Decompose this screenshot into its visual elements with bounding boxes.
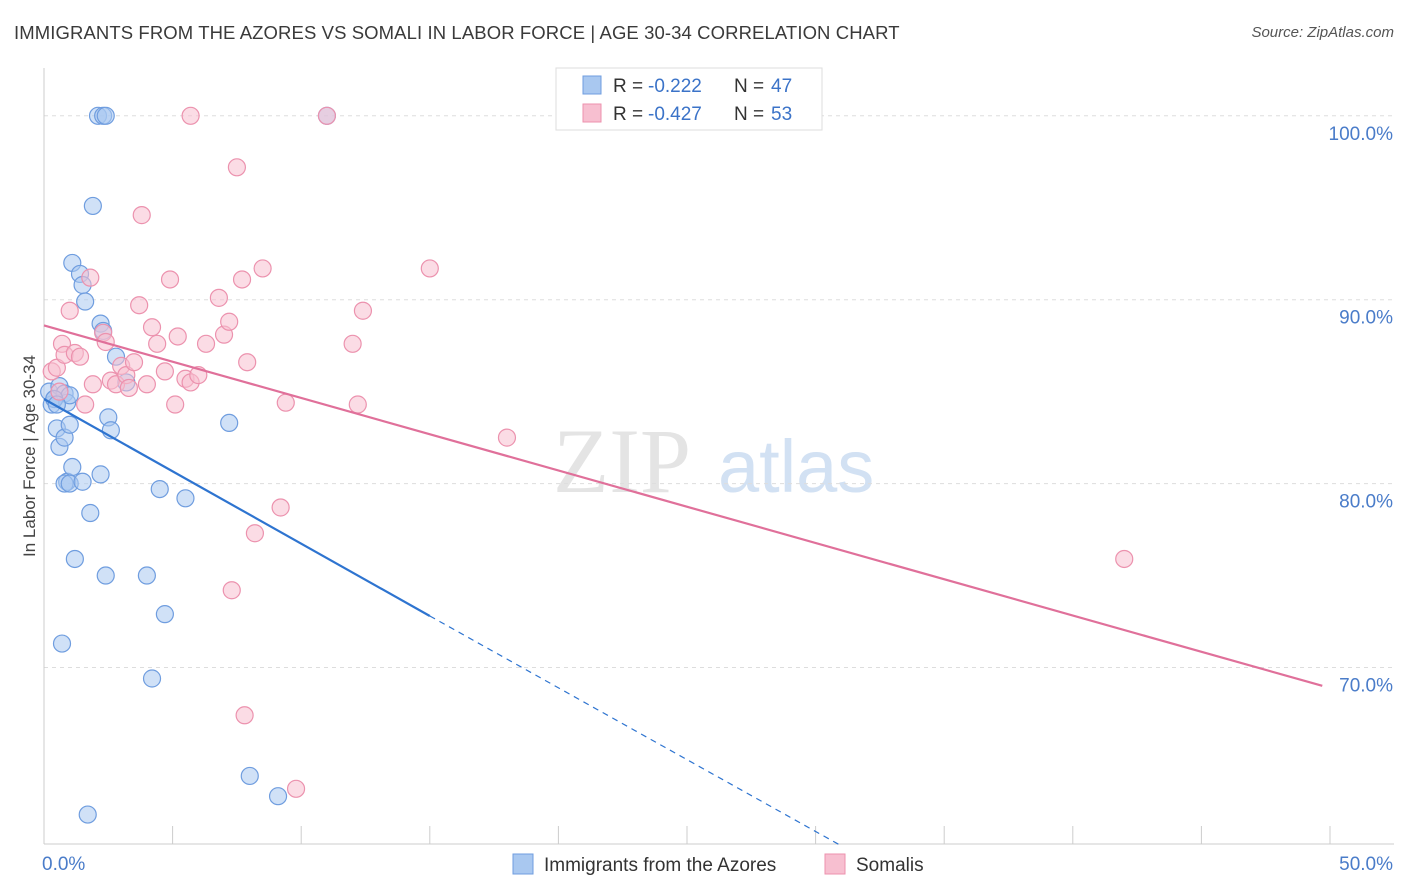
azores-point [96,566,115,585]
somalis-point [70,347,90,366]
source-label: Source: ZipAtlas.com [1251,24,1394,41]
legend-azores-r-value: -0.222 [648,76,702,97]
somalis-point [181,106,200,125]
somalis-point [132,206,151,225]
somalis-point [271,498,290,517]
azores-point [78,805,97,824]
y-tick-label: 80.0% [1339,492,1393,513]
watermark-atlas: atlas [718,425,874,508]
somalis-point [60,301,79,320]
azores-point [240,766,259,786]
somalis-point [137,375,156,394]
somalis-point [166,395,185,414]
somalis-point [353,301,373,320]
somalis-point [238,353,257,372]
series-azores-points [40,106,337,824]
bottom-legend: Immigrants from the Azores Somalis [512,853,924,876]
somalis-point [348,395,367,414]
somalis-point [76,395,95,414]
somalis-point [286,779,306,798]
x-tick-label-min: 0.0% [42,854,85,875]
azores-point [137,566,156,585]
azores-point [142,669,162,688]
somalis-point [119,378,138,398]
somalis-point [209,288,228,307]
series-somalis-points [42,106,1134,798]
azores-point [150,479,169,499]
somalis-point [160,270,180,289]
x-tick-label-max: 50.0% [1339,854,1393,875]
somalis-point [276,393,295,412]
somalis-point [142,318,162,337]
azores-point [91,465,110,484]
azores-trend-line [43,398,431,617]
legend-somalis-r-label: R = [613,104,643,125]
x-axis-ticks [172,826,1331,844]
y-axis-label: In Labor Force | Age 30-34 [20,355,39,557]
somalis-point [168,327,187,346]
somalis-point [253,259,272,278]
legend-somalis-r-value: -0.427 [648,104,702,125]
bottom-legend-somalis: Somalis [856,855,924,876]
azores-point [176,489,195,508]
legend-azores-n-value: 47 [771,76,792,97]
azores-point [268,787,288,806]
y-tick-label: 70.0% [1339,675,1393,696]
azores-point [73,472,92,491]
azores-point [155,605,174,624]
bottom-legend-swatch-somalis [824,853,846,875]
azores-point [81,503,100,523]
somalis-point [232,270,252,289]
somalis-point [148,334,167,353]
azores-point [65,549,84,569]
somalis-point [50,382,69,401]
somalis-point [196,334,216,353]
bottom-legend-swatch-azores [512,853,534,875]
legend-swatch-somalis [582,103,602,123]
somalis-point [227,158,246,177]
chart-title: IMMIGRANTS FROM THE AZORES VS SOMALI IN … [14,22,900,43]
azores-point [83,196,102,216]
legend-swatch-azores [582,75,602,95]
somalis-trend-line [43,324,1323,687]
somalis-point [81,268,100,287]
somalis-point [343,334,362,353]
somalis-point [124,353,144,372]
somalis-point [1115,549,1134,569]
somalis-point [222,581,241,600]
bottom-legend-azores: Immigrants from the Azores [544,855,776,876]
trend-lines [43,324,1323,847]
somalis-point [245,524,265,543]
somalis-point [420,259,439,278]
somalis-point [220,312,239,331]
y-tick-label: 90.0% [1339,308,1393,329]
azores-point [76,292,95,311]
watermark-zip: ZIP [553,410,691,512]
somalis-point [235,706,254,725]
azores-point [60,415,79,434]
somalis-point [130,296,149,315]
somalis-point [83,375,102,394]
azores-point [63,457,82,477]
grid-lines [44,115,1394,668]
azores-point [220,413,239,433]
azores-point [52,634,72,653]
y-tick-labels: 70.0% 80.0% 90.0% 100.0% [1329,124,1394,697]
legend: R = -0.222 N = 47 R = -0.427 N = 53 [555,67,823,131]
legend-somalis-n-label: N = [734,104,764,125]
legend-azores-n-label: N = [734,76,764,97]
legend-azores-r-label: R = [613,76,643,97]
somalis-point [497,428,517,447]
y-tick-label: 100.0% [1329,124,1394,145]
somalis-point [155,362,174,381]
legend-somalis-n-value: 53 [771,104,792,125]
somalis-point [317,106,337,125]
azores-trend-extension [429,615,842,847]
azores-point [96,106,115,125]
